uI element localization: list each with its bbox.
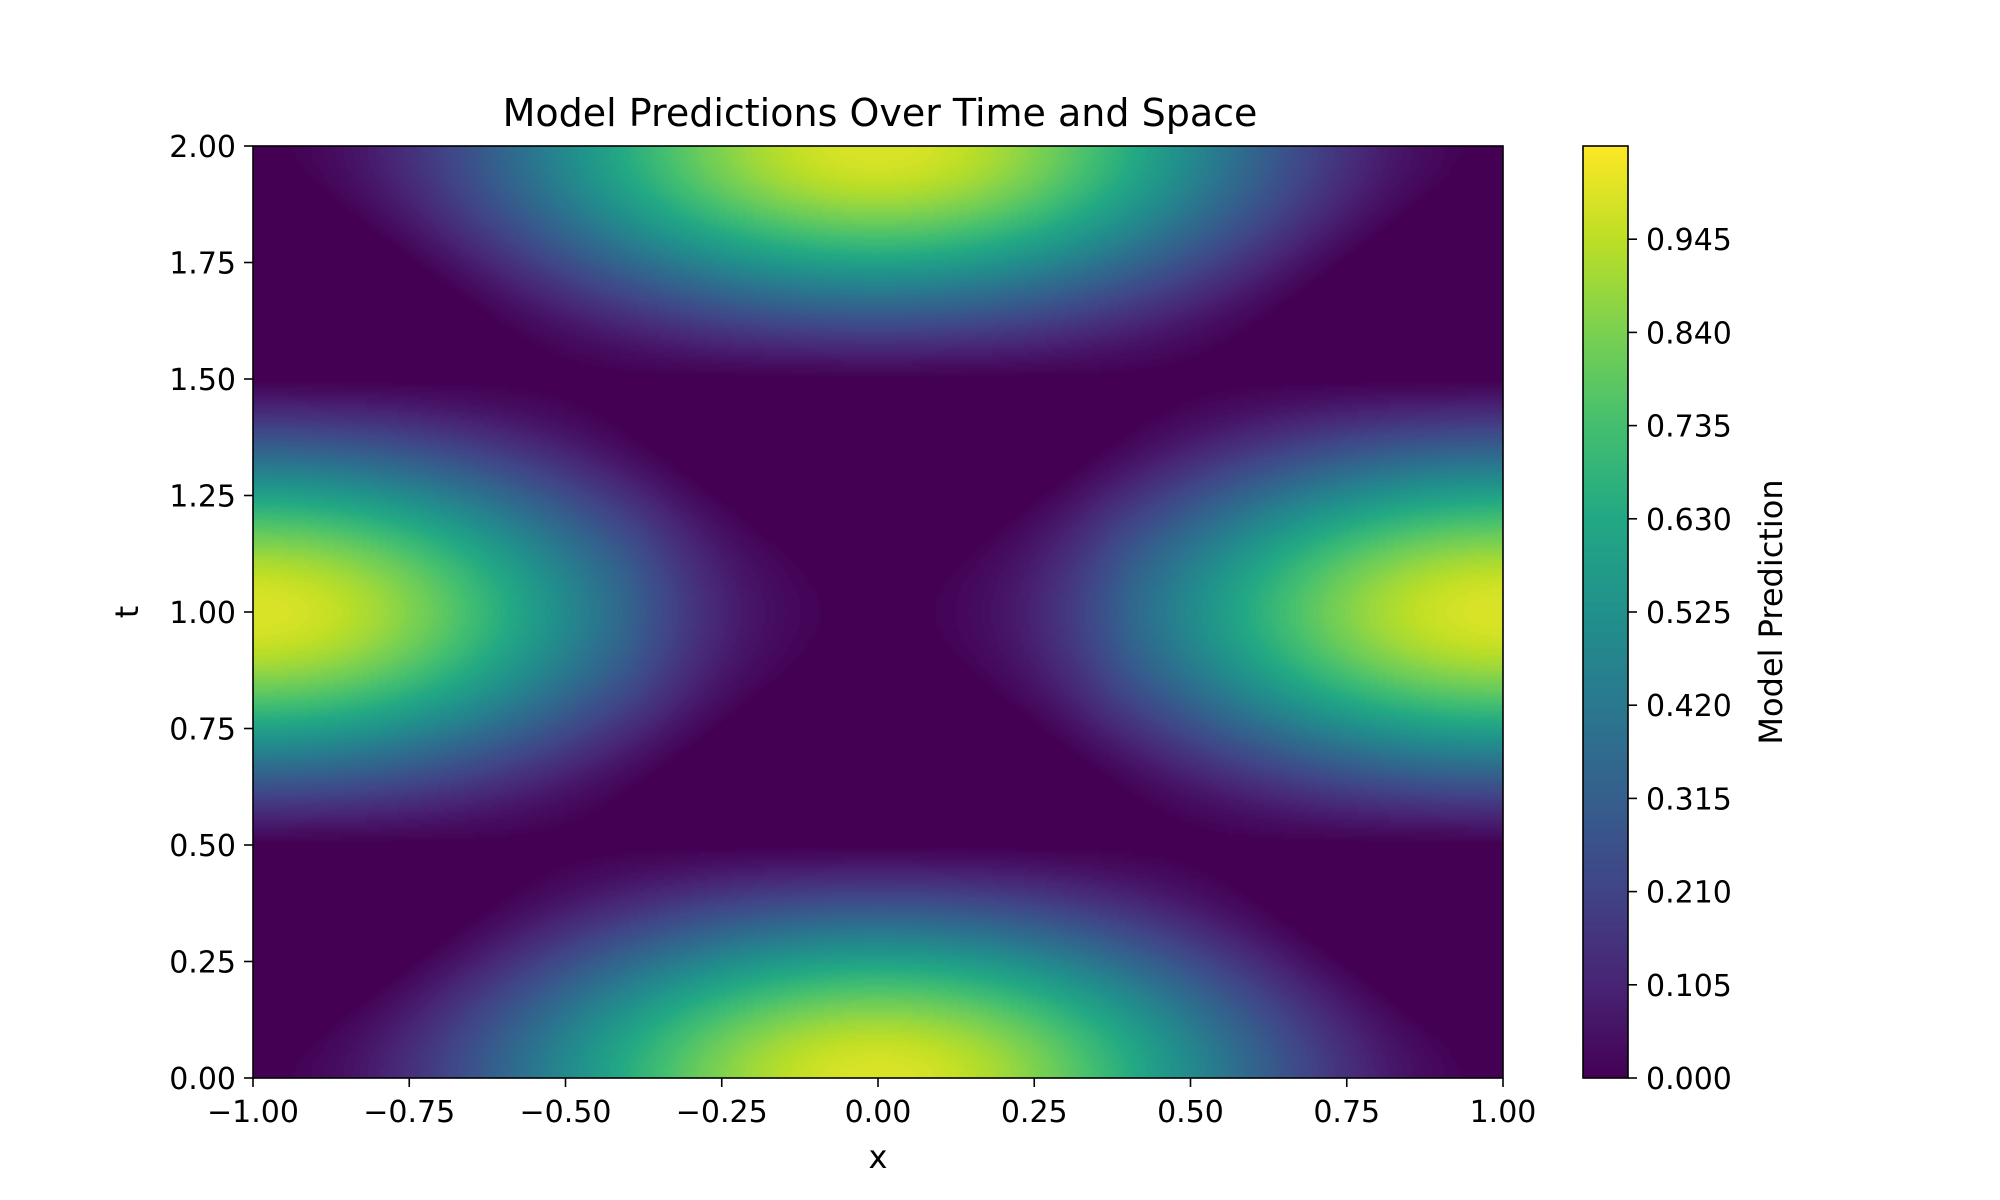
- x-tick-label: −1.00: [207, 1095, 299, 1130]
- colorbar-tick-label: 0.420: [1646, 689, 1732, 724]
- x-tick-label: −0.50: [520, 1095, 612, 1130]
- x-axis-label: x: [869, 1138, 888, 1176]
- chart-title: Model Predictions Over Time and Space: [503, 91, 1258, 135]
- x-tick-label: 0.00: [845, 1095, 912, 1130]
- colorbar-tick-label: 0.525: [1646, 596, 1732, 631]
- y-tick-label: 0.75: [169, 713, 236, 748]
- x-axis: −1.00 −0.75 −0.50 −0.25 0.00 0.25 0.50 0.75 1.00: [207, 1078, 1536, 1130]
- x-tick-label: 0.75: [1313, 1095, 1380, 1130]
- colorbar-label: Model Prediction: [1752, 479, 1790, 744]
- y-tick-label: 1.50: [169, 363, 236, 398]
- y-tick-label: 2.00: [169, 130, 236, 165]
- x-tick-label: 0.25: [1001, 1095, 1068, 1130]
- y-axis-label: t: [108, 606, 146, 619]
- colorbar-tick-label: 0.630: [1646, 503, 1732, 538]
- colorbar-tick-label: 0.000: [1646, 1062, 1732, 1097]
- heatmap-image: [253, 146, 1503, 1078]
- colorbar-tick-label: 0.315: [1646, 782, 1732, 817]
- y-tick-label: 1.25: [169, 480, 236, 515]
- y-tick-label: 1.75: [169, 247, 236, 282]
- colorbar-tick-label: 0.210: [1646, 876, 1732, 911]
- heatmap-plot: [252, 145, 1504, 1079]
- x-tick-label: 0.50: [1157, 1095, 1224, 1130]
- colorbar-tick-label: 0.735: [1646, 410, 1732, 445]
- colorbar-gradient: [1583, 146, 1628, 1078]
- colorbar: 0.000 0.105 0.210 0.315 0.420 0.525 0.630 0.735…: [1582, 145, 1790, 1097]
- y-tick-label: 1.00: [169, 596, 236, 631]
- colorbar-tick-label: 0.105: [1646, 969, 1732, 1004]
- y-tick-label: 0.00: [169, 1062, 236, 1097]
- x-tick-label: −0.25: [676, 1095, 768, 1130]
- y-tick-label: 0.50: [169, 829, 236, 864]
- y-axis: 0.00 0.25 0.50 0.75 1.00 1.25 1.50 1.75 2.00: [169, 130, 253, 1097]
- x-tick-label: 1.00: [1470, 1095, 1537, 1130]
- colorbar-ticks: 0.000 0.105 0.210 0.315 0.420 0.525 0.630 0.735…: [1628, 223, 1732, 1097]
- y-tick-label: 0.25: [169, 946, 236, 981]
- colorbar-tick-label: 0.840: [1646, 316, 1732, 351]
- x-tick-label: −0.75: [363, 1095, 455, 1130]
- colorbar-tick-label: 0.945: [1646, 223, 1732, 258]
